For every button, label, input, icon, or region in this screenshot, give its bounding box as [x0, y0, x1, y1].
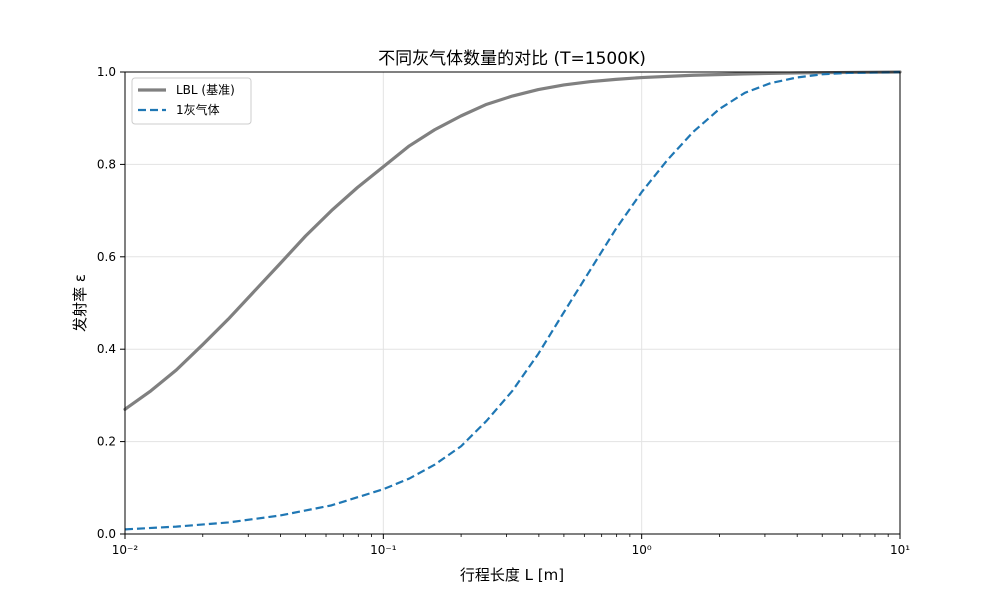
y-tick-label: 0.0 [97, 527, 116, 541]
y-tick-label: 0.8 [97, 157, 116, 171]
x-tick-label: 10⁰ [632, 543, 652, 557]
y-tick-label: 0.4 [97, 342, 116, 356]
legend-label-lbl: LBL (基准) [176, 83, 235, 97]
x-tick-label: 10⁻² [112, 543, 139, 557]
series-line-one-gray-gas [124, 70, 901, 531]
y-axis-label: 发射率 ε [71, 274, 89, 332]
x-tick-label: 10⁻¹ [370, 543, 397, 557]
y-tick-label: 0.6 [97, 250, 116, 264]
plot-frame [124, 71, 901, 535]
series-line-lbl [123, 70, 902, 411]
y-tick-label: 0.2 [97, 435, 116, 449]
legend-label-one-gray-gas: 1灰气体 [176, 102, 220, 117]
y-tick-label: 1.0 [97, 65, 116, 79]
legend: LBL (基准) 1灰气体 [131, 77, 252, 125]
tick-layer: 10⁻² 10⁻¹ 10⁰ 10¹ 0.0 0.2 0.4 0.6 0.8 1.0 [97, 65, 910, 557]
chart-title: 不同灰气体数量的对比 (T=1500K) [378, 49, 646, 69]
x-tick-label: 10¹ [890, 543, 910, 557]
series-layer [123, 70, 902, 531]
x-axis-label: 行程长度 L [m] [460, 566, 564, 584]
